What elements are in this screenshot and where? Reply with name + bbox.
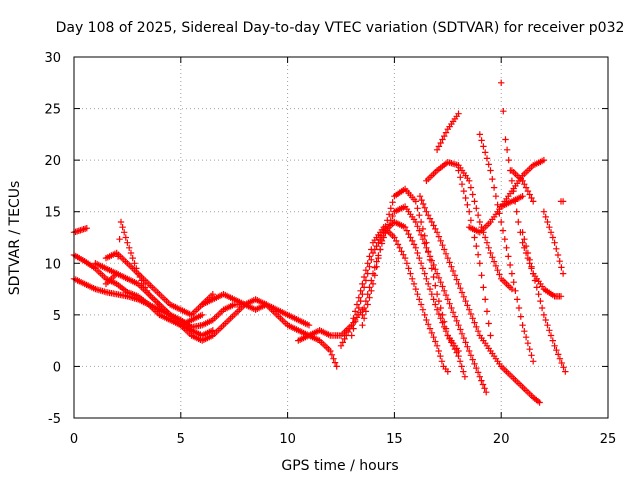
x-tick-label: 5	[177, 432, 185, 447]
y-tick-label: 0	[53, 360, 61, 375]
series-arc5	[102, 218, 249, 344]
data-points	[70, 79, 569, 406]
series-arc19	[476, 131, 537, 365]
chart-title: Day 108 of 2025, Sidereal Day-to-day VTE…	[56, 20, 625, 36]
point-markers	[348, 218, 469, 380]
x-tick-label: 10	[279, 432, 296, 447]
series-arc11	[348, 218, 469, 380]
point-markers	[508, 167, 537, 205]
x-tick-label: 0	[70, 432, 78, 447]
point-markers	[540, 208, 567, 277]
series-arc22	[508, 167, 537, 205]
x-tick-label: 15	[386, 432, 403, 447]
y-tick-label: -5	[48, 412, 61, 427]
point-markers	[466, 156, 548, 236]
point-markers	[416, 193, 543, 406]
series-arc10	[337, 224, 451, 375]
series-arc18	[466, 156, 548, 236]
y-axis-label: SDTVAR / TECUs	[7, 181, 23, 296]
x-tick-label: 25	[600, 432, 617, 447]
point-markers	[476, 131, 537, 365]
plot-frame	[73, 56, 609, 419]
gridlines	[74, 57, 608, 418]
series-arc13	[359, 185, 462, 355]
point-markers	[359, 185, 462, 355]
series-arc24	[540, 208, 567, 277]
point-markers	[337, 224, 451, 375]
series-arc16	[433, 110, 462, 153]
x-tick-label: 20	[493, 432, 510, 447]
series-arc14	[423, 159, 516, 293]
point-markers	[359, 203, 490, 396]
point-markers	[433, 110, 462, 153]
y-tick-label: 15	[44, 206, 61, 221]
series-arc15	[416, 193, 543, 406]
y-tick-label: 30	[44, 51, 61, 66]
series-arc12	[359, 203, 490, 396]
x-axis-label: GPS time / hours	[281, 458, 398, 474]
point-markers	[102, 218, 249, 344]
point-markers	[423, 159, 516, 293]
point-markers	[519, 229, 569, 375]
y-tick-label: 5	[53, 309, 61, 324]
y-tick-label: 25	[44, 103, 61, 118]
point-markers	[557, 198, 567, 205]
point-markers	[498, 193, 526, 210]
series-arc21	[498, 193, 526, 210]
y-tick-label: 10	[44, 257, 61, 272]
series-arc23	[519, 229, 569, 375]
axis-ticks: 0 5 10 15 20 25 -5 0 5 10 15 20 25 30	[44, 51, 616, 447]
series-arc25	[557, 198, 567, 205]
y-tick-label: 20	[44, 154, 61, 169]
